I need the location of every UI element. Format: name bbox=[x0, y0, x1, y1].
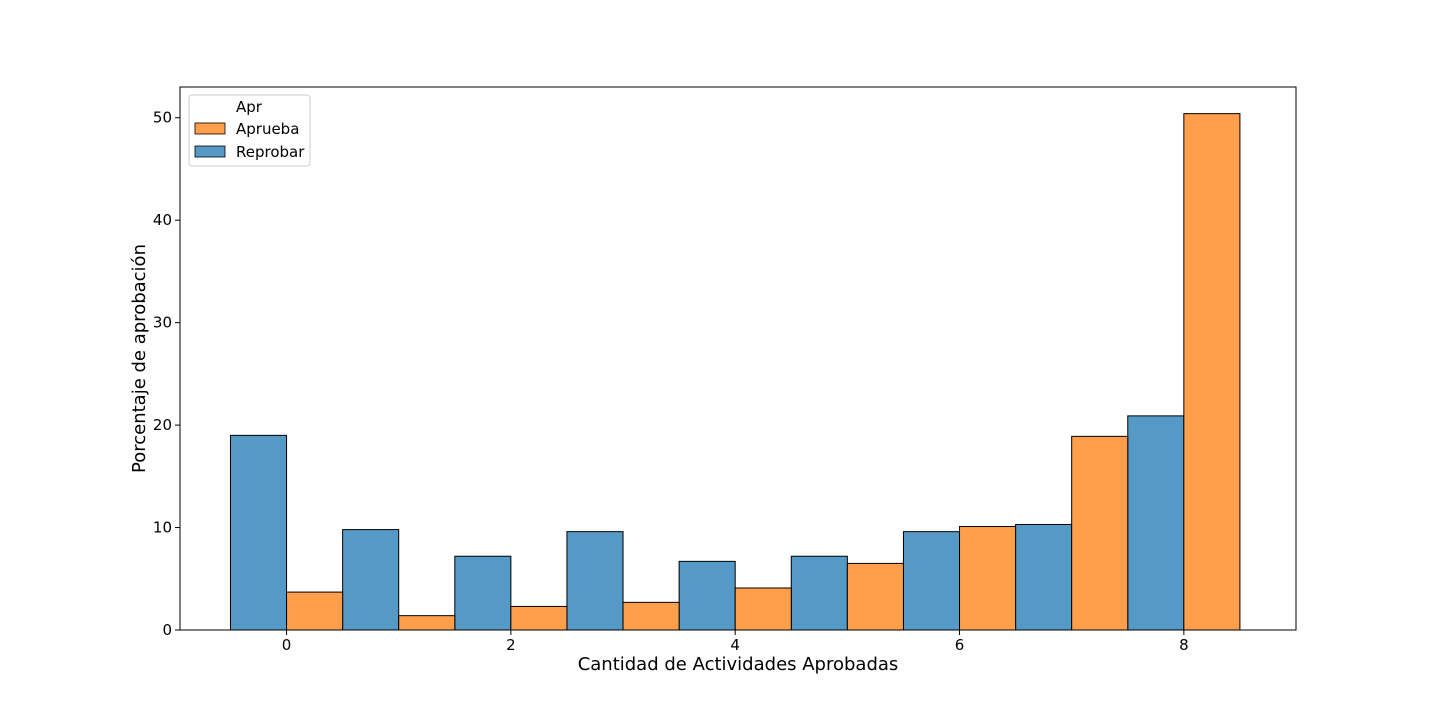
y-tick-label-30: 30 bbox=[153, 314, 172, 332]
bar-reprobar-8 bbox=[1127, 415, 1185, 631]
bar-aprueba-1 bbox=[398, 615, 456, 631]
bar-aprueba-6 bbox=[959, 526, 1017, 631]
bar-reprobar-6 bbox=[902, 531, 961, 631]
bar-aprueba-4 bbox=[734, 587, 792, 631]
legend-label-aprueba: Aprueba bbox=[236, 120, 299, 138]
plot-frame bbox=[179, 86, 1297, 631]
y-tick-label-10: 10 bbox=[153, 519, 172, 537]
bar-aprueba-8 bbox=[1183, 113, 1241, 631]
bar-reprobar-0 bbox=[229, 434, 288, 631]
x-axis: 0 2 4 6 8 bbox=[282, 630, 1189, 654]
x-tick-label-8: 8 bbox=[1179, 636, 1189, 654]
bar-reprobar-2 bbox=[454, 555, 512, 631]
bar-aprueba-5 bbox=[846, 562, 904, 631]
x-tick-label-2: 2 bbox=[506, 636, 516, 654]
x-tick-label-6: 6 bbox=[955, 636, 965, 654]
y-axis: 0 10 20 30 40 50 bbox=[153, 109, 180, 639]
bar-reprobar-1 bbox=[342, 529, 400, 631]
y-axis-label: Porcentaje de aprobación bbox=[129, 244, 150, 473]
x-tick-label-4: 4 bbox=[730, 636, 740, 654]
bar-reprobar-4 bbox=[678, 560, 736, 631]
bars-layer bbox=[229, 113, 1241, 631]
legend: Apr Aprueba Reprobar bbox=[188, 94, 311, 167]
bar-reprobar-7 bbox=[1015, 523, 1073, 631]
legend-title: Apr bbox=[236, 98, 263, 116]
legend-swatch-reprobar bbox=[194, 145, 226, 158]
y-tick-label-20: 20 bbox=[153, 416, 172, 434]
bar-aprueba-3 bbox=[622, 601, 680, 631]
bar-reprobar-3 bbox=[566, 531, 624, 631]
bar-aprueba-0 bbox=[286, 591, 344, 631]
bar-aprueba-7 bbox=[1071, 435, 1129, 631]
y-tick-label-40: 40 bbox=[153, 211, 172, 229]
y-tick-label-0: 0 bbox=[162, 621, 172, 639]
y-tick-label-50: 50 bbox=[153, 109, 172, 127]
legend-label-reprobar: Reprobar bbox=[236, 143, 305, 161]
x-axis-label: Cantidad de Actividades Aprobadas bbox=[578, 654, 899, 675]
bar-reprobar-5 bbox=[790, 555, 848, 631]
x-tick-label-0: 0 bbox=[282, 636, 292, 654]
bar-aprueba-2 bbox=[510, 605, 568, 631]
legend-swatch-aprueba bbox=[194, 122, 226, 135]
